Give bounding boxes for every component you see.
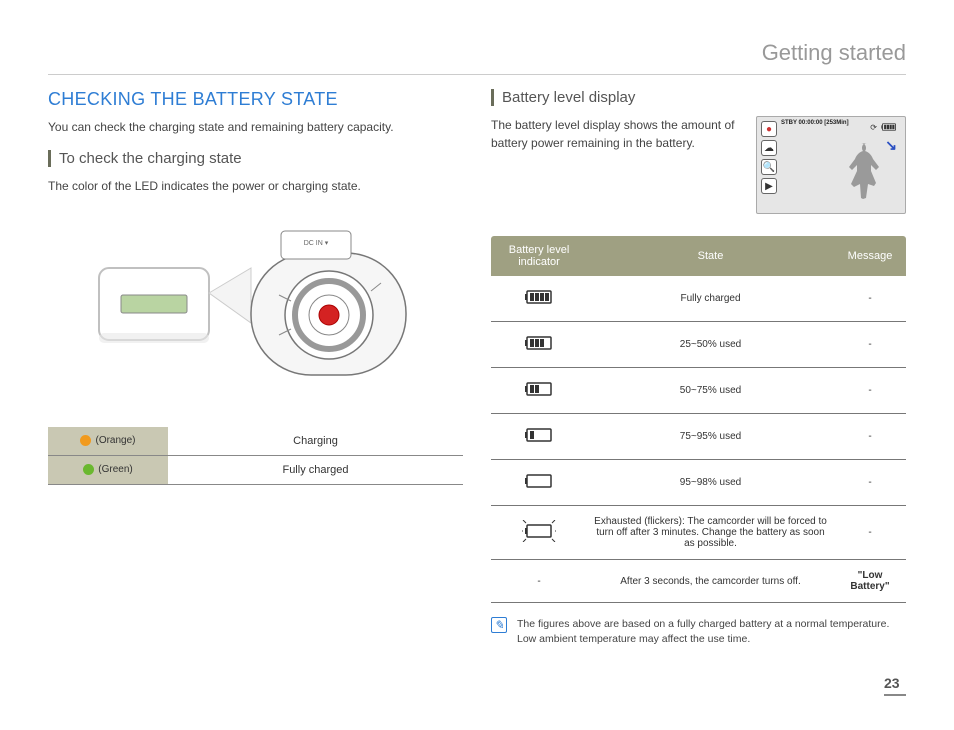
page-header: Getting started xyxy=(48,40,906,75)
battery-state-cell: 95~98% used xyxy=(587,460,834,506)
battery-indicator-cell xyxy=(491,276,587,322)
battery-table-body: Fully charged - 25~50% used - 50~75% use… xyxy=(491,276,906,603)
battery-state-cell: 75~95% used xyxy=(587,414,834,460)
lcd-topline: STBY 00:00:00 [253Min] xyxy=(781,120,849,126)
battery-table-row: 50~75% used - xyxy=(491,368,906,414)
lcd-side-icons: ● ☁ 🔍 ▶ xyxy=(761,121,777,194)
led-table-row: (Green) Fully charged xyxy=(48,456,463,485)
left-column: CHECKING THE BATTERY STATE You can check… xyxy=(48,89,463,646)
battery-state-cell: 50~75% used xyxy=(587,368,834,414)
lcd-side-icon: ● xyxy=(761,121,777,137)
lcd-arrow-icon: ↘ xyxy=(885,137,897,154)
lcd-side-icon: 🔍 xyxy=(761,159,777,175)
battery-display-desc: The battery level display shows the amou… xyxy=(491,116,744,152)
led-color-cell: (Orange) xyxy=(48,427,168,456)
battery-display-row: The battery level display shows the amou… xyxy=(491,116,906,214)
battery-state-cell: 25~50% used xyxy=(587,322,834,368)
led-state-table: (Orange) Charging(Green) Fully charged xyxy=(48,427,463,485)
battery-table-header: State xyxy=(587,236,834,276)
lcd-silhouette xyxy=(839,139,883,207)
led-table-row: (Orange) Charging xyxy=(48,427,463,456)
lcd-side-icon: ▶ xyxy=(761,178,777,194)
battery-indicator-cell xyxy=(491,414,587,460)
battery-table-row: 75~95% used - xyxy=(491,414,906,460)
battery-table-row: 25~50% used - xyxy=(491,322,906,368)
led-state-cell: Charging xyxy=(168,427,463,456)
battery-message-cell: - xyxy=(834,322,906,368)
page-number: 23 xyxy=(884,675,906,696)
battery-state-cell: Fully charged xyxy=(587,276,834,322)
battery-indicator-cell xyxy=(491,368,587,414)
content-columns: CHECKING THE BATTERY STATE You can check… xyxy=(48,89,906,646)
battery-level-table: Battery level indicatorStateMessage Full… xyxy=(491,236,906,603)
lcd-battery-icon: ⟳ xyxy=(870,121,899,133)
battery-table-row: 95~98% used - xyxy=(491,460,906,506)
intro-text: You can check the charging state and rem… xyxy=(48,120,463,134)
battery-message-cell: "Low Battery" xyxy=(834,560,906,603)
charging-desc: The color of the LED indicates the power… xyxy=(48,177,463,195)
note-text: The figures above are based on a fully c… xyxy=(517,617,906,646)
sub-title-charging: To check the charging state xyxy=(48,150,463,167)
battery-indicator-cell xyxy=(491,460,587,506)
svg-text:DC IN ▾: DC IN ▾ xyxy=(303,240,328,247)
battery-table-header: Battery level indicator xyxy=(491,236,587,276)
sub-title-battery-display: Battery level display xyxy=(491,89,906,106)
battery-table-row: Fully charged - xyxy=(491,276,906,322)
lcd-preview: STBY 00:00:00 [253Min] ● ☁ 🔍 ▶ ⟳ ↘ xyxy=(756,116,906,214)
battery-indicator-cell xyxy=(491,506,587,560)
note-row: ✎ The figures above are based on a fully… xyxy=(491,617,906,646)
battery-state-cell: Exhausted (flickers): The camcorder will… xyxy=(587,506,834,560)
battery-message-cell: - xyxy=(834,414,906,460)
battery-message-cell: - xyxy=(834,460,906,506)
battery-table-row: Exhausted (flickers): The camcorder will… xyxy=(491,506,906,560)
led-table-body: (Orange) Charging(Green) Fully charged xyxy=(48,427,463,485)
battery-table-header: Message xyxy=(834,236,906,276)
note-icon: ✎ xyxy=(491,617,507,633)
battery-indicator-cell xyxy=(491,322,587,368)
battery-table-row: - After 3 seconds, the camcorder turns o… xyxy=(491,560,906,603)
battery-message-cell: - xyxy=(834,276,906,322)
battery-message-cell: - xyxy=(834,506,906,560)
battery-table-header-row: Battery level indicatorStateMessage xyxy=(491,236,906,276)
lcd-side-icon: ☁ xyxy=(761,140,777,156)
led-color-cell: (Green) xyxy=(48,456,168,485)
main-title: CHECKING THE BATTERY STATE xyxy=(48,89,463,110)
battery-message-cell: - xyxy=(834,368,906,414)
led-state-cell: Fully charged xyxy=(168,456,463,485)
camcorder-illustration: DC IN ▾ xyxy=(91,213,421,403)
battery-indicator-cell: - xyxy=(491,560,587,603)
right-column: Battery level display The battery level … xyxy=(491,89,906,646)
battery-state-cell: After 3 seconds, the camcorder turns off… xyxy=(587,560,834,603)
